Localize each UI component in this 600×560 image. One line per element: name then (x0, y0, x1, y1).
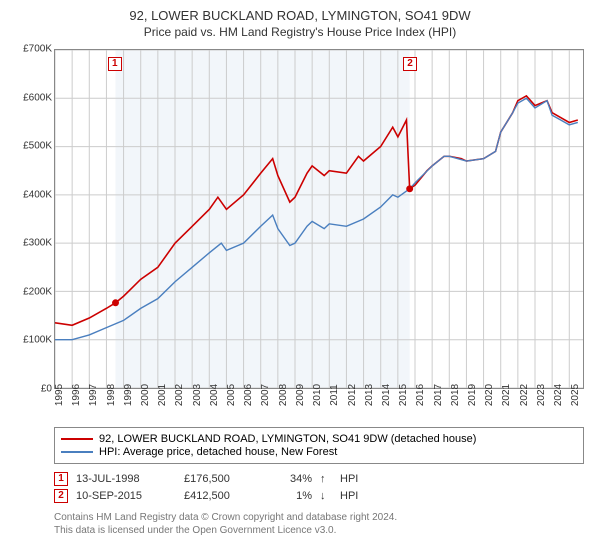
x-axis-tick: 2005 (226, 384, 237, 406)
chart-subtitle: Price paid vs. HM Land Registry's House … (12, 25, 588, 39)
chart-area: £0 £100K £200K £300K £400K £500K £600K £700K 199… (12, 45, 588, 425)
sale-marker: 1 (54, 472, 68, 486)
x-axis-tick: 1997 (88, 384, 99, 406)
x-axis-tick: 2001 (157, 384, 168, 406)
legend: 92, LOWER BUCKLAND ROAD, LYMINGTON, SO41… (54, 427, 584, 464)
transaction-row: 1 13-JUL-1998 £176,500 34% ↑ HPI (54, 472, 588, 486)
x-axis-tick: 2013 (364, 384, 375, 406)
x-axis-tick: 2000 (140, 384, 151, 406)
chart-title: 92, LOWER BUCKLAND ROAD, LYMINGTON, SO41… (12, 8, 588, 23)
y-axis-tick: £300K (12, 238, 52, 249)
x-axis-tick: 2002 (174, 384, 185, 406)
x-axis-tick: 2024 (553, 384, 564, 406)
legend-item: 92, LOWER BUCKLAND ROAD, LYMINGTON, SO41… (61, 433, 577, 445)
x-axis-tick: 2003 (192, 384, 203, 406)
attribution: Contains HM Land Registry data © Crown c… (54, 511, 588, 537)
x-axis-tick: 2025 (570, 384, 581, 406)
transaction-rel: HPI (340, 473, 358, 485)
x-axis-tick: 2016 (415, 384, 426, 406)
x-axis-tick: 2006 (243, 384, 254, 406)
x-axis-tick: 2010 (312, 384, 323, 406)
x-axis-tick: 2008 (278, 384, 289, 406)
transaction-date: 13-JUL-1998 (76, 473, 176, 485)
transactions-table: 1 13-JUL-1998 £176,500 34% ↑ HPI 2 10-SEP-2015 £… (54, 472, 588, 503)
x-axis-tick: 2009 (295, 384, 306, 406)
arrow-icon: ↑ (320, 473, 332, 485)
transaction-row: 2 10-SEP-2015 £412,500 1% ↓ HPI (54, 489, 588, 503)
plot-svg (55, 50, 583, 388)
x-axis-tick: 2007 (260, 384, 271, 406)
legend-item: HPI: Average price, detached house, New … (61, 446, 577, 458)
y-axis-tick: £500K (12, 141, 52, 152)
x-axis-tick: 2017 (433, 384, 444, 406)
x-axis-tick: 2019 (467, 384, 478, 406)
x-axis-tick: 2014 (381, 384, 392, 406)
x-axis-tick: 1999 (123, 384, 134, 406)
legend-label: HPI: Average price, detached house, New … (99, 446, 337, 458)
x-axis-tick: 1996 (71, 384, 82, 406)
attribution-line: Contains HM Land Registry data © Crown c… (54, 511, 588, 524)
legend-swatch (61, 451, 93, 453)
sale-marker: 2 (54, 489, 68, 503)
x-axis-tick: 2018 (450, 384, 461, 406)
x-axis-tick: 2015 (398, 384, 409, 406)
sale-marker: 1 (108, 57, 122, 71)
arrow-icon: ↓ (320, 490, 332, 502)
x-axis-tick: 1995 (54, 384, 65, 406)
x-axis-tick: 2012 (347, 384, 358, 406)
transaction-price: £176,500 (184, 473, 264, 485)
y-axis-tick: £700K (12, 44, 52, 55)
plot (54, 49, 584, 389)
x-axis-tick: 2020 (484, 384, 495, 406)
attribution-line: This data is licensed under the Open Gov… (54, 524, 588, 537)
transaction-price: £412,500 (184, 490, 264, 502)
y-axis-tick: £0 (12, 384, 52, 395)
y-axis-tick: £400K (12, 189, 52, 200)
sale-marker: 2 (403, 57, 417, 71)
x-axis-tick: 1998 (106, 384, 117, 406)
transaction-rel: HPI (340, 490, 358, 502)
x-axis-tick: 2011 (329, 384, 340, 406)
transaction-pct: 34% (272, 473, 312, 485)
x-axis-tick: 2021 (501, 384, 512, 406)
y-axis-tick: £200K (12, 286, 52, 297)
y-axis-tick: £100K (12, 335, 52, 346)
legend-label: 92, LOWER BUCKLAND ROAD, LYMINGTON, SO41… (99, 433, 476, 445)
x-axis-tick: 2004 (209, 384, 220, 406)
x-axis-tick: 2023 (536, 384, 547, 406)
transaction-date: 10-SEP-2015 (76, 490, 176, 502)
x-axis-tick: 2022 (519, 384, 530, 406)
y-axis-tick: £600K (12, 92, 52, 103)
transaction-pct: 1% (272, 490, 312, 502)
legend-swatch (61, 438, 93, 440)
